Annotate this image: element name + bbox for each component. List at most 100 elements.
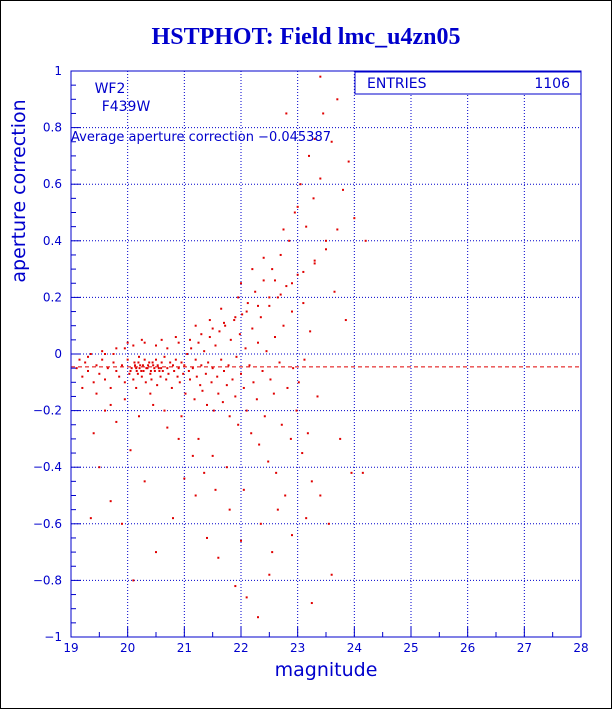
data-point [104,378,106,381]
data-point [244,347,247,350]
data-point [147,364,150,367]
data-point [336,98,339,101]
data-point [293,211,296,214]
y-tick-label: −0.4 [33,460,62,474]
data-point [81,386,84,389]
data-point [279,293,282,296]
stats-box [354,71,582,95]
data-point [242,488,245,491]
data-point [272,392,275,395]
data-point [142,369,145,372]
data-point [267,460,270,463]
data-point [146,367,149,370]
data-point [140,338,143,341]
x-tick-label: 24 [347,641,362,655]
data-point [291,282,293,285]
data-point [208,319,211,322]
data-point [173,369,176,372]
data-point [305,517,308,520]
data-point [350,471,353,474]
data-point [121,364,123,367]
data-point [153,367,156,370]
data-point [325,248,327,251]
data-point [217,556,220,559]
data-point [197,437,200,440]
data-point [234,316,237,319]
y-tick-label: 0.2 [43,290,62,304]
chart-title: HSTPHOT: Field lmc_u4zn05 [151,24,461,50]
y-tick-label: 0.6 [43,177,62,191]
data-point [225,384,228,387]
data-point [178,381,181,384]
data-point [313,137,316,140]
data-point [199,384,202,387]
data-point [143,341,146,344]
axis-ticks: 19 20 21 22 23 24 25 26 27 28 1 0.8 0.6 0.4 0.2 0 −0.2 −0… [33,64,589,655]
data-point [189,378,191,381]
data-point [95,392,98,395]
data-point [296,205,299,208]
data-point [251,327,254,330]
data-point [191,454,194,457]
data-point [109,403,112,406]
data-point [220,358,223,361]
data-point [211,454,214,457]
data-point [166,426,169,429]
data-point [197,341,200,344]
data-point [75,367,78,370]
data-point [92,381,95,384]
data-point [160,361,163,364]
data-point [262,256,265,259]
data-point [286,386,289,389]
data-point [112,353,115,355]
y-tick-label: 1 [54,64,62,78]
data-point [126,341,129,344]
data-point [339,437,342,440]
data-point [149,369,152,372]
data-point [208,336,211,339]
data-point [98,466,101,469]
data-point [302,302,305,305]
x-tick-label: 21 [177,641,192,655]
data-point [218,330,221,333]
stats-entries-label: ENTRIES [367,76,427,92]
data-point [132,344,135,347]
data-point [258,443,261,446]
data-point [190,347,193,350]
data-point [112,361,115,364]
data-point [132,579,135,582]
data-point [138,355,140,358]
data-point [265,350,268,353]
data-point [242,386,245,389]
data-point [149,372,152,375]
y-tick-label: −1 [44,630,62,644]
data-point [257,341,259,344]
x-tick-label: 20 [120,641,135,655]
data-point [177,367,180,370]
data-point [186,353,189,355]
data-point [289,437,292,440]
data-point [174,336,177,339]
data-point [262,279,265,282]
data-point [193,398,196,401]
y-tick-label: 0.8 [43,121,62,135]
camera-label: WF2 [95,81,126,97]
data-point [155,358,157,361]
data-point [214,344,217,347]
data-point [310,480,313,483]
data-point [155,344,157,347]
data-point [200,333,203,336]
data-point [163,409,166,412]
data-point [78,358,81,361]
data-point [296,273,299,276]
data-point [227,364,230,367]
data-point [235,355,238,358]
data-point [257,304,259,307]
data-point [228,415,231,418]
data-point [203,471,206,474]
x-tick-label: 26 [460,641,475,655]
data-point [319,75,322,78]
data-point [207,361,210,364]
data-point [288,239,291,242]
data-point [240,282,242,285]
